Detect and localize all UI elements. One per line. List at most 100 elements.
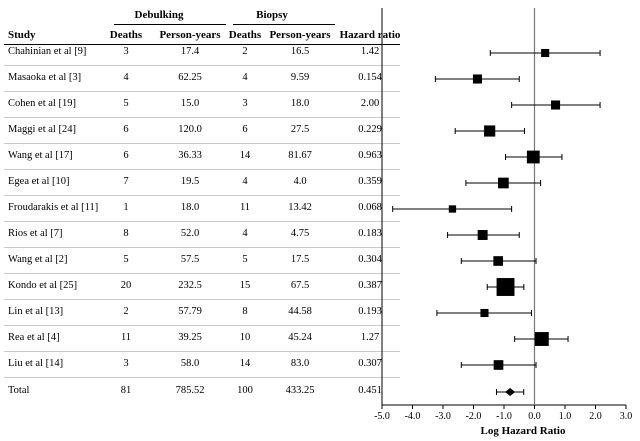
point-estimate: [448, 205, 457, 213]
debulking-person-years: 62.25: [178, 72, 202, 83]
hazard-ratio: 1.42: [360, 46, 380, 57]
hazard-ratio: 0.963: [358, 150, 382, 161]
debulking-person-years: 36.33: [178, 150, 202, 161]
x-tick-label: 2.0: [589, 411, 602, 422]
col-header-debulking-deaths: Deaths: [109, 29, 143, 41]
point-estimate: [480, 308, 489, 318]
hazard-ratio: 0.359: [358, 176, 382, 187]
study-name: Kondo et al [25]: [8, 280, 78, 291]
debulking-person-years: 232.5: [178, 280, 202, 291]
biopsy-person-years: 81.67: [288, 150, 312, 161]
col-header-study: Study: [8, 29, 36, 41]
biopsy-person-years: 16.5: [290, 46, 310, 57]
x-axis-ticks: -5.0 -4.0 -3.0 -2.0 -1.0 0.0 1.0 2.0 3.0: [374, 405, 632, 422]
biopsy-deaths: 14: [239, 358, 251, 369]
debulking-person-years: 19.5: [180, 176, 200, 187]
row-divider: [4, 143, 400, 144]
row-divider: [4, 273, 400, 274]
group-header-biopsy: Biopsy: [256, 9, 288, 21]
debulking-deaths: 5: [123, 98, 129, 109]
row-divider: [4, 299, 400, 300]
point-estimate: [551, 100, 561, 110]
debulking-deaths: 5: [123, 254, 129, 265]
study-row-marker: [505, 150, 563, 164]
debulking-person-years: 52.0: [180, 228, 200, 239]
group-underline-debulking: [114, 24, 226, 25]
row-divider: [4, 377, 400, 378]
study-row-marker: [486, 278, 525, 296]
study-name: Chahinian et al [9]: [8, 46, 87, 57]
study-name: Rios et al [7]: [8, 228, 63, 239]
hazard-ratio-total: 0.451: [358, 385, 382, 396]
hazard-ratio: 2.00: [360, 98, 380, 109]
x-tick-label: -1.0: [496, 411, 512, 422]
study-name: Lin et al [13]: [8, 306, 64, 317]
biopsy-deaths: 3: [242, 98, 248, 109]
hazard-ratio: 0.154: [358, 72, 382, 83]
x-tick-label: 3.0: [620, 411, 633, 422]
study-name: Masaoka et al [3]: [8, 72, 82, 83]
study-name: Maggi et al [24]: [8, 124, 76, 135]
point-estimate: [477, 230, 488, 240]
row-divider: [4, 65, 400, 66]
debulking-person-years: 18.0: [180, 202, 200, 213]
study-name: Egea et al [10]: [8, 176, 70, 187]
biopsy-person-years: 13.42: [288, 202, 312, 213]
biopsy-deaths: 15: [239, 280, 251, 291]
debulking-person-years: 57.5: [180, 254, 200, 265]
row-divider: [4, 195, 400, 196]
col-header-biopsy-deaths: Deaths: [228, 29, 262, 41]
debulking-person-years: 39.25: [178, 332, 202, 343]
debulking-deaths: 3: [123, 358, 129, 369]
study-row-marker: [436, 308, 532, 318]
biopsy-person-years: 44.58: [288, 306, 312, 317]
total-label: Total: [8, 385, 30, 396]
biopsy-person-years-total: 433.25: [285, 385, 315, 396]
pooled-estimate: [495, 388, 525, 396]
study-row-marker: [514, 332, 569, 346]
point-estimate: [526, 150, 540, 164]
biopsy-person-years: 45.24: [288, 332, 312, 343]
row-divider: [4, 221, 400, 222]
biopsy-person-years: 18.0: [290, 98, 310, 109]
point-estimate: [472, 74, 483, 84]
point-estimate: [496, 278, 515, 296]
biopsy-deaths: 6: [242, 124, 248, 135]
study-row-marker: [434, 74, 520, 84]
hazard-ratio: 0.387: [358, 280, 382, 291]
biopsy-person-years: 83.0: [290, 358, 310, 369]
x-axis-label: Log Hazard Ratio: [481, 425, 566, 437]
study-name: Rea et al [4]: [8, 332, 60, 343]
hazard-ratio: 0.229: [358, 124, 382, 135]
biopsy-deaths: 10: [239, 332, 251, 343]
study-name: Cohen et al [19]: [8, 98, 76, 109]
biopsy-deaths: 5: [242, 254, 248, 265]
study-row-marker: [465, 177, 542, 189]
study-row-marker: [460, 360, 537, 370]
debulking-person-years: 57.79: [178, 306, 202, 317]
col-header-hazard-ratio: Hazard ratio: [339, 29, 401, 41]
point-estimate: [534, 332, 549, 346]
study-row-marker: [460, 256, 537, 266]
biopsy-deaths: 4: [242, 72, 248, 83]
biopsy-person-years: 4.0: [293, 176, 307, 187]
study-name: Liu et al [14]: [8, 358, 64, 369]
point-estimate: [498, 177, 509, 189]
biopsy-person-years: 67.5: [290, 280, 310, 291]
debulking-deaths: 1: [123, 202, 129, 213]
hazard-ratio: 0.307: [358, 358, 382, 369]
hazard-ratio: 1.27: [360, 332, 380, 343]
row-divider: [4, 247, 400, 248]
biopsy-person-years: 17.5: [290, 254, 310, 265]
debulking-person-years: 120.0: [178, 124, 202, 135]
debulking-person-years: 58.0: [180, 358, 200, 369]
col-header-debulking-person-years: Person-years: [159, 29, 221, 41]
debulking-deaths: 6: [123, 124, 129, 135]
x-tick-label: -3.0: [435, 411, 451, 422]
pooled-diamond: [505, 388, 516, 396]
study-name: Froudarakis et al [11]: [8, 202, 99, 213]
point-estimate: [493, 256, 504, 266]
biopsy-deaths: 11: [239, 202, 251, 213]
biopsy-person-years: 4.75: [290, 228, 310, 239]
study-row-marker: [511, 100, 601, 110]
